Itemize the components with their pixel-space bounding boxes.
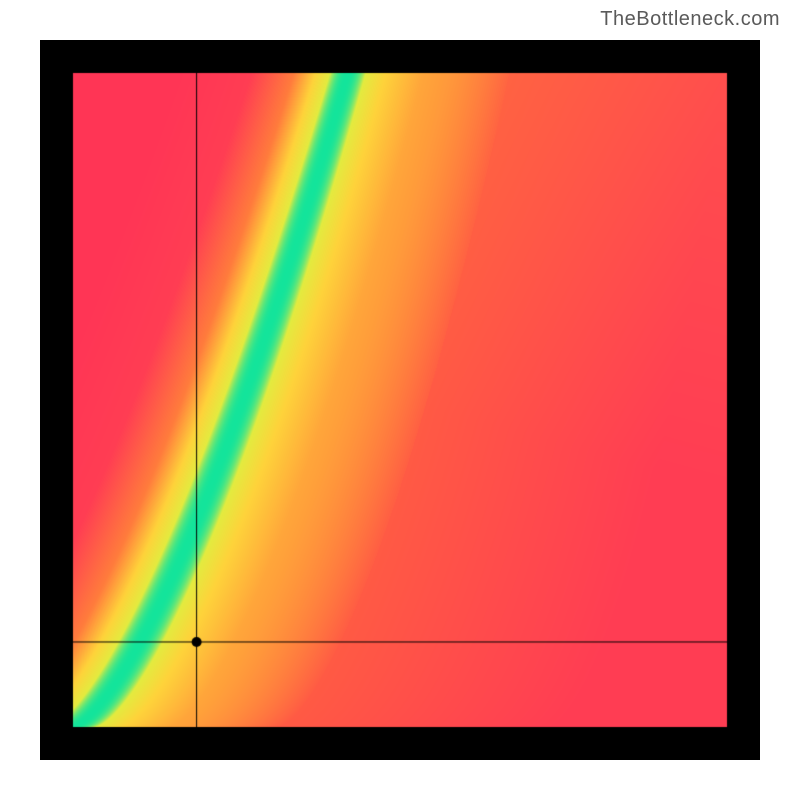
chart-container: TheBottleneck.com xyxy=(0,0,800,800)
attribution-text: TheBottleneck.com xyxy=(600,8,780,31)
bottleneck-heatmap xyxy=(40,40,760,760)
